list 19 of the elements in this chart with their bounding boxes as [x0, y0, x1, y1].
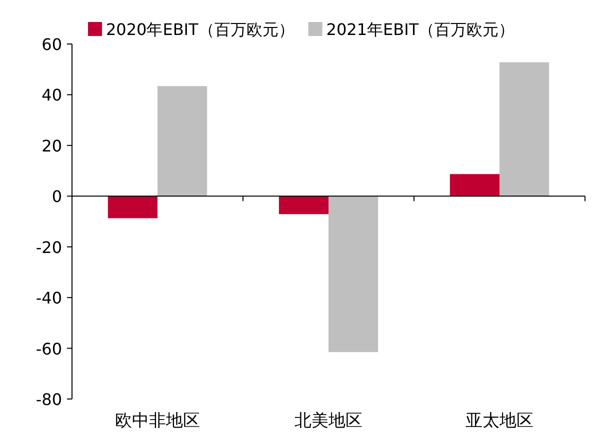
bar — [328, 196, 378, 352]
bar — [108, 196, 158, 218]
bar — [500, 62, 550, 196]
legend-label: 2021年EBIT（百万欧元） — [326, 20, 515, 39]
legend-label: 2020年EBIT（百万欧元） — [106, 20, 294, 39]
bar — [278, 196, 328, 214]
y-tick-label: -60 — [36, 339, 62, 358]
y-tick-label: 60 — [42, 35, 62, 54]
y-tick-label: 40 — [42, 86, 62, 105]
x-tick-label: 亚太地区 — [466, 411, 534, 431]
x-tick-label: 欧中非地区 — [115, 411, 200, 431]
x-tick-label: 北美地区 — [294, 411, 362, 431]
y-tick-label: -20 — [36, 238, 62, 257]
y-tick-label: 0 — [52, 187, 62, 206]
y-tick-label: -40 — [36, 288, 62, 308]
y-tick-label: -80 — [36, 390, 62, 409]
bar — [450, 174, 500, 196]
y-tick-label: 20 — [42, 136, 62, 156]
bar — [158, 86, 208, 196]
